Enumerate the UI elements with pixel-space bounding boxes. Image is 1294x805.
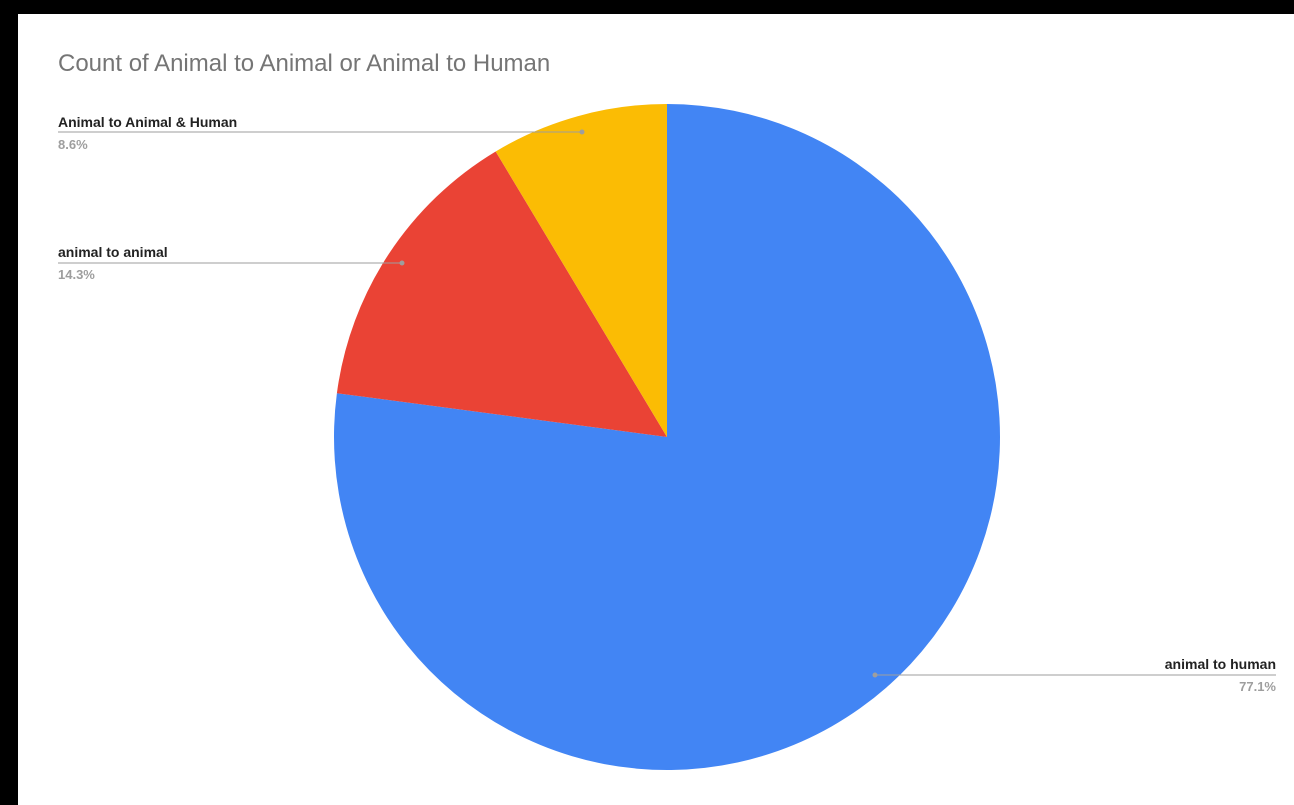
leader-dot: [399, 260, 405, 266]
pie-slice-animal-to-human[interactable]: [334, 104, 1001, 770]
pie-slice-animal-to-animal-human[interactable]: [495, 104, 667, 437]
slice-percent-label: 8.6%: [58, 137, 88, 152]
slice-percent-label: 77.1%: [1239, 679, 1276, 694]
slice-label: Animal to Animal & Human: [58, 114, 237, 130]
pie-slices: [334, 104, 1001, 770]
leader-dot: [872, 672, 878, 678]
leader-dot: [579, 129, 585, 135]
slice-percent-label: 14.3%: [58, 267, 95, 282]
pie-labels: animal to human 77.1% animal to animal 14.3…: [58, 114, 1276, 694]
slice-label: animal to animal: [58, 244, 168, 260]
slice-label: animal to human: [1165, 656, 1276, 672]
pie-slice-animal-to-animal[interactable]: [336, 151, 667, 438]
chart-title: Count of Animal to Animal or Animal to H…: [58, 50, 550, 77]
